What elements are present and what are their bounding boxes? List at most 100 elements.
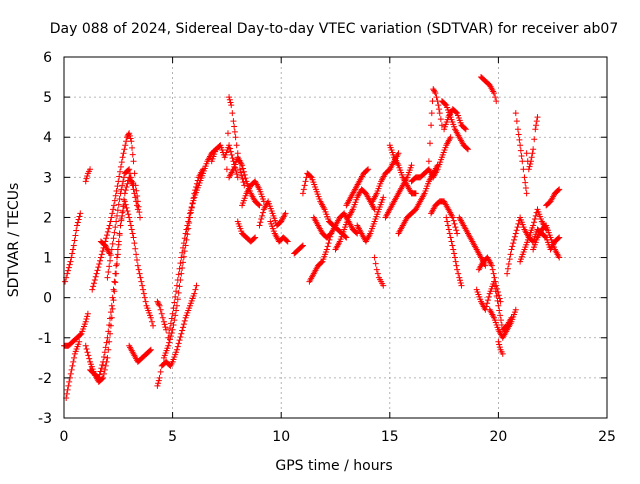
- data-point: [189, 200, 196, 207]
- data-point: [124, 208, 131, 215]
- satellite-trace-14: [165, 146, 220, 341]
- data-point: [495, 338, 502, 345]
- data-point: [84, 172, 91, 179]
- satellite-trace-30: [371, 254, 387, 289]
- data-point: [226, 96, 233, 103]
- data-point: [113, 262, 120, 269]
- data-point: [133, 198, 140, 205]
- data-point: [154, 382, 161, 389]
- data-point: [71, 237, 78, 244]
- satellite-trace-4: [82, 166, 94, 185]
- data-point: [132, 194, 139, 201]
- data-point: [457, 279, 464, 286]
- data-point: [491, 274, 498, 281]
- data-point: [514, 126, 521, 133]
- data-point: [517, 147, 524, 154]
- data-point: [455, 270, 462, 277]
- data-point: [112, 192, 119, 199]
- data-point: [527, 160, 534, 167]
- x-tick-label: 0: [60, 429, 69, 445]
- data-point: [448, 238, 455, 245]
- data-point: [77, 331, 84, 338]
- data-point: [242, 175, 249, 182]
- data-point: [173, 288, 180, 295]
- satellite-trace-21: [256, 198, 289, 229]
- data-point: [495, 302, 502, 309]
- data-point: [533, 122, 540, 129]
- satellite-trace-38: [441, 106, 469, 133]
- data-point: [157, 306, 164, 313]
- data-point: [141, 294, 148, 301]
- data-point: [232, 134, 239, 141]
- data-point: [132, 245, 139, 252]
- data-point: [498, 317, 505, 324]
- data-point: [534, 114, 541, 121]
- data-point: [136, 209, 143, 216]
- data-point: [120, 178, 127, 185]
- axis-ticks: 0 5 10 15 20 25 -3 -2 -1 0 1 2 3 4 5 6: [38, 50, 616, 445]
- data-point: [512, 230, 519, 237]
- data-point: [515, 220, 522, 227]
- data-point: [259, 212, 266, 219]
- data-point: [62, 278, 69, 285]
- data-point: [513, 227, 520, 234]
- data-point: [66, 378, 73, 385]
- data-point: [229, 110, 236, 117]
- data-point: [178, 254, 185, 261]
- satellite-trace-44: [475, 254, 504, 305]
- data-point: [121, 146, 128, 153]
- satellite-trace-36: [425, 86, 445, 165]
- y-axis-label: SDTVAR / TECUs: [6, 183, 22, 298]
- data-point: [156, 374, 163, 381]
- data-point: [435, 102, 442, 109]
- data-point: [71, 354, 78, 361]
- data-point: [125, 131, 132, 138]
- data-point: [98, 365, 105, 372]
- data-point: [99, 362, 106, 369]
- satellite-trace-51: [543, 186, 563, 209]
- data-point: [324, 243, 331, 250]
- data-point: [173, 282, 180, 289]
- data-point: [523, 150, 530, 157]
- data-point: [173, 302, 180, 309]
- data-point: [432, 90, 439, 97]
- chart-title: Day 088 of 2024, Sidereal Day-to-day VTE…: [50, 21, 619, 37]
- satellite-trace-20: [234, 218, 259, 245]
- data-point: [168, 315, 175, 322]
- data-point: [451, 250, 458, 257]
- y-tick-label: -1: [38, 331, 52, 347]
- data-point: [129, 151, 136, 158]
- data-point: [100, 370, 107, 377]
- data-point: [259, 209, 266, 216]
- satellite-trace-40: [428, 198, 461, 237]
- data-point: [183, 226, 190, 233]
- data-point: [239, 162, 246, 169]
- data-point: [445, 226, 452, 233]
- data-point: [129, 230, 136, 237]
- data-point: [517, 142, 524, 149]
- data-point: [77, 210, 84, 217]
- data-point: [526, 163, 533, 170]
- data-point: [485, 293, 492, 300]
- data-point: [395, 150, 402, 157]
- data-point: [122, 187, 129, 194]
- data-point: [84, 310, 91, 317]
- data-point: [114, 183, 121, 190]
- data-point: [114, 246, 121, 253]
- y-tick-label: -3: [38, 411, 52, 427]
- data-point: [323, 246, 330, 253]
- data-point: [127, 170, 134, 177]
- data-point: [484, 297, 491, 304]
- data-point: [490, 270, 497, 277]
- x-tick-label: 15: [381, 429, 399, 445]
- data-point: [119, 182, 126, 189]
- data-point: [302, 178, 309, 185]
- data-point: [94, 267, 101, 274]
- data-point: [109, 240, 116, 247]
- data-point: [86, 355, 93, 362]
- data-point: [64, 386, 71, 393]
- data-point: [103, 245, 110, 252]
- data-point: [449, 242, 456, 249]
- data-point: [493, 282, 500, 289]
